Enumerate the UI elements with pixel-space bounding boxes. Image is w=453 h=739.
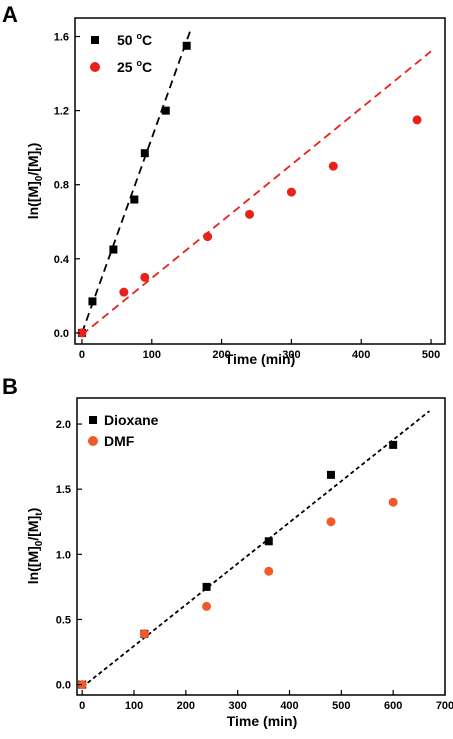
- fit-lines-a: [81, 30, 432, 336]
- x-tick-label: 600: [384, 700, 402, 712]
- y-tick-label: 0.5: [56, 614, 71, 626]
- data-point-b-series-1: [202, 601, 212, 611]
- data-point-a-series-1: [328, 161, 338, 171]
- panel-label-a: A: [2, 2, 18, 27]
- x-tick-label: 300: [282, 349, 300, 361]
- data-point-b-series-1: [77, 680, 87, 690]
- legend-b: Dioxane DMF: [88, 412, 159, 449]
- x-tick-label: 200: [212, 349, 230, 361]
- plot-frame-a: [74, 17, 446, 345]
- y-ticks-b: 0.0 0.5 1.0 1.5 2.0: [56, 419, 82, 692]
- data-point-a-series-1: [77, 328, 87, 338]
- y-tick-label: 0.0: [54, 328, 69, 340]
- x-axis-label-a: Time (min): [225, 351, 296, 367]
- fit-lines-b: [81, 410, 431, 688]
- panel-a: A 0 100 200 300 400 500 0.0 0.4 0.8 1.2 1.6 Time …: [2, 2, 446, 367]
- x-tick-label: 500: [422, 349, 440, 361]
- data-point-b-series-0: [202, 582, 211, 591]
- y-tick-label: 1.6: [54, 32, 69, 44]
- y-tick-label: 0.0: [56, 680, 71, 692]
- x-ticks-b: 0 100 200 300 400 500 600 700: [79, 690, 453, 712]
- x-tick-label: 0: [79, 700, 85, 712]
- x-axis-label-b: Time (min): [227, 713, 298, 729]
- data-point-a-series-0: [130, 195, 139, 204]
- legend-label-dioxane: Dioxane: [104, 412, 159, 428]
- data-points-a: [77, 41, 422, 338]
- panel-label-b: B: [2, 374, 18, 399]
- data-point-a-series-0: [109, 245, 118, 254]
- legend-a: 50 oC 25 oC: [90, 31, 152, 75]
- y-tick-label: 0.8: [54, 180, 69, 192]
- data-point-a-series-1: [203, 232, 213, 242]
- fit-line-b-series-0: [81, 410, 431, 688]
- x-tick-label: 500: [332, 700, 350, 712]
- legend-marker-dioxane: [89, 416, 97, 424]
- legend-label-25c: 25 oC: [117, 58, 152, 75]
- data-point-a-series-0: [88, 297, 97, 306]
- x-tick-label: 100: [143, 349, 161, 361]
- panel-b: B 0 100 200 300 400 500 600 700 0.0 0.5 1.0 1.5 2.0…: [2, 374, 453, 729]
- data-point-a-series-1: [412, 115, 422, 125]
- legend-marker-dmf: [88, 436, 98, 446]
- data-point-a-series-0: [161, 106, 170, 115]
- fit-line-a-series-0: [81, 30, 192, 334]
- data-point-b-series-1: [139, 629, 149, 639]
- y-tick-label: 1.0: [56, 549, 71, 561]
- data-point-a-series-1: [245, 209, 255, 219]
- data-point-a-series-1: [119, 287, 129, 297]
- data-point-a-series-1: [140, 272, 150, 282]
- data-point-b-series-1: [326, 517, 336, 527]
- y-axis-label-b: ln([M]0/[M]t): [25, 508, 45, 585]
- x-tick-label: 0: [79, 349, 85, 361]
- data-point-b-series-0: [264, 537, 273, 546]
- x-tick-label: 400: [280, 700, 298, 712]
- x-tick-label: 300: [228, 700, 246, 712]
- data-point-b-series-1: [388, 497, 398, 507]
- y-tick-label: 0.4: [54, 254, 70, 266]
- legend-label-dmf: DMF: [104, 433, 135, 449]
- y-tick-label: 2.0: [56, 419, 71, 431]
- y-tick-label: 1.5: [56, 484, 71, 496]
- legend-marker-50c: [91, 36, 99, 44]
- data-point-a-series-1: [286, 187, 296, 197]
- y-axis-label-a: ln([M]0/[M]t): [25, 143, 45, 220]
- fit-line-a-series-1: [81, 50, 432, 336]
- data-point-b-series-0: [389, 440, 398, 449]
- data-point-b-series-1: [264, 566, 274, 576]
- data-point-b-series-0: [326, 470, 335, 479]
- data-points-b: [77, 440, 398, 690]
- x-tick-label: 200: [177, 700, 195, 712]
- x-tick-label: 100: [125, 700, 143, 712]
- plot-frame-b: [76, 397, 446, 696]
- data-point-a-series-0: [140, 149, 149, 158]
- data-point-a-series-0: [182, 41, 191, 50]
- x-tick-label: 400: [352, 349, 370, 361]
- y-ticks-a: 0.0 0.4 0.8 1.2 1.6: [54, 32, 80, 340]
- legend-label-50c: 50 oC: [117, 31, 152, 48]
- x-tick-label: 700: [436, 700, 453, 712]
- legend-marker-25c: [90, 62, 100, 72]
- x-ticks-a: 0 100 200 300 400 500: [79, 339, 440, 361]
- y-tick-label: 1.2: [54, 106, 69, 118]
